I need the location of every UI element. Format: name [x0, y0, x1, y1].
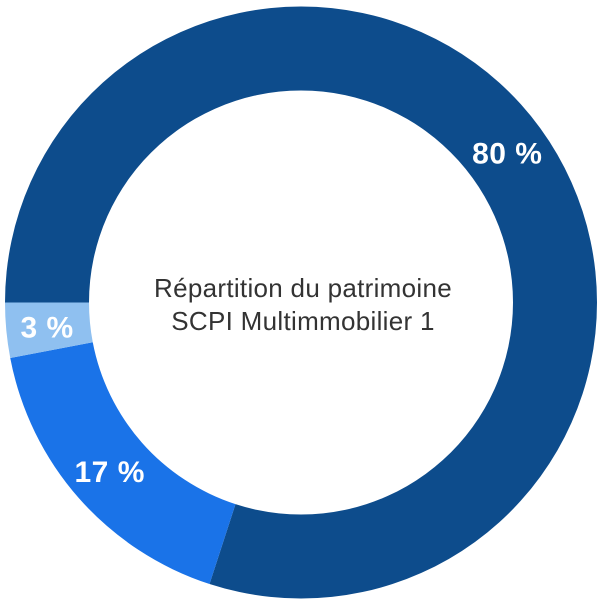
donut-slice-labels: 80 % 17 % 3 %: [20, 137, 542, 489]
chart-center-title-line1: Répartition du patrimoine: [154, 273, 452, 303]
slice-label-80: 80 %: [472, 137, 542, 170]
donut-segment-3: [4, 302, 93, 358]
chart-center-title-line2: SCPI Multimmobilier 1: [171, 306, 435, 336]
slice-label-17: 17 %: [75, 456, 145, 489]
slice-label-3: 3 %: [20, 311, 73, 344]
chart-center-title: Répartition du patrimoine SCPI Multimmob…: [93, 272, 513, 338]
donut-segment-17: [10, 342, 236, 585]
donut-slices: [4, 6, 597, 599]
